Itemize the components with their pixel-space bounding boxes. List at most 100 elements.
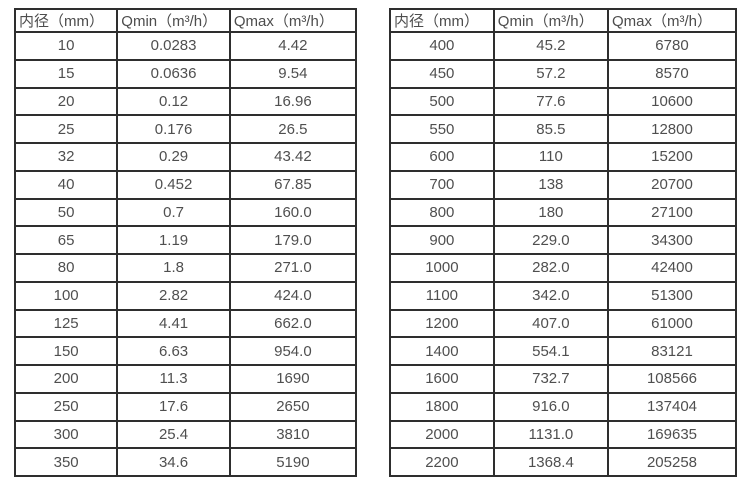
table-cell: 282.0	[492, 253, 609, 283]
table-cell: 125	[13, 308, 119, 339]
table-cell: 550	[389, 114, 495, 144]
table-cell: 424.0	[228, 280, 358, 311]
header-row: 内径（mm） Qmin（m³/h） Qmax（m³/h）	[13, 8, 358, 33]
table-cell: 916.0	[492, 391, 609, 422]
table-cell: 900	[389, 225, 495, 255]
table-cell: 50	[13, 197, 119, 228]
table-cell: 662.0	[228, 308, 358, 339]
column-header: Qmin（m³/h）	[116, 8, 231, 33]
table-row: 300 25.4 3810	[13, 419, 358, 450]
table-cell: 100	[13, 280, 119, 311]
table-cell: 67.85	[228, 169, 358, 200]
table-row: 1400 554.1 83121	[389, 336, 738, 366]
table-cell: 0.12	[116, 86, 231, 117]
table-cell: 51300	[606, 280, 738, 311]
table-row: 25 0.176 26.5	[13, 114, 358, 144]
table-cell: 342.0	[492, 280, 609, 311]
table-cell: 25	[13, 114, 119, 144]
table-cell: 205258	[606, 447, 738, 477]
table-cell: 350	[13, 447, 119, 477]
table-row: 150 6.63 954.0	[13, 336, 358, 366]
table-row: 80 1.8 271.0	[13, 253, 358, 283]
flow-rate-table-small-diameters: 内径（mm） Qmin（m³/h） Qmax（m³/h） 10 0.0283 4.42 15…	[13, 8, 358, 477]
table-cell: 250	[13, 391, 119, 422]
table-cell: 80	[13, 253, 119, 283]
table-cell: 2200	[389, 447, 495, 477]
table-cell: 1000	[389, 253, 495, 283]
table-cell: 34.6	[116, 447, 231, 477]
column-header: Qmax（m³/h）	[228, 8, 358, 33]
table-cell: 1690	[228, 364, 358, 394]
table-cell: 16.96	[228, 86, 358, 117]
table-cell: 1.19	[116, 225, 231, 255]
header-row: 内径（mm） Qmin（m³/h） Qmax（m³/h）	[389, 8, 738, 33]
table-cell: 160.0	[228, 197, 358, 228]
table-cell: 27100	[606, 197, 738, 228]
table-cell: 3810	[228, 419, 358, 450]
table-row: 32 0.29 43.42	[13, 142, 358, 172]
table-cell: 0.0636	[116, 58, 231, 89]
table-cell: 20700	[606, 169, 738, 200]
table-cell: 1400	[389, 336, 495, 366]
table-cell: 179.0	[228, 225, 358, 255]
table-cell: 400	[389, 31, 495, 61]
table-cell: 11.3	[116, 364, 231, 394]
table-cell: 85.5	[492, 114, 609, 144]
table-cell: 61000	[606, 308, 738, 339]
table-row: 500 77.6 10600	[389, 86, 738, 117]
column-header: 内径（mm）	[13, 8, 119, 33]
table-cell: 150	[13, 336, 119, 366]
table-cell: 25.4	[116, 419, 231, 450]
table-cell: 200	[13, 364, 119, 394]
table-cell: 554.1	[492, 336, 609, 366]
table-row: 125 4.41 662.0	[13, 308, 358, 339]
table-cell: 32	[13, 142, 119, 172]
table-cell: 450	[389, 58, 495, 89]
table-cell: 4.41	[116, 308, 231, 339]
table-cell: 42400	[606, 253, 738, 283]
table-cell: 12800	[606, 114, 738, 144]
table-cell: 407.0	[492, 308, 609, 339]
column-header: Qmax（m³/h）	[606, 8, 738, 33]
table-cell: 6780	[606, 31, 738, 61]
table-cell: 700	[389, 169, 495, 200]
table-cell: 8570	[606, 58, 738, 89]
table-cell: 9.54	[228, 58, 358, 89]
table-cell: 0.176	[116, 114, 231, 144]
table-cell: 10	[13, 31, 119, 61]
table-cell: 20	[13, 86, 119, 117]
table-cell: 732.7	[492, 364, 609, 394]
table-cell: 0.7	[116, 197, 231, 228]
table-cell: 800	[389, 197, 495, 228]
table-cell: 1800	[389, 391, 495, 422]
table-cell: 1600	[389, 364, 495, 394]
table-cell: 0.29	[116, 142, 231, 172]
table-row: 40 0.452 67.85	[13, 169, 358, 200]
flow-rate-table-large-diameters: 内径（mm） Qmin（m³/h） Qmax（m³/h） 400 45.2 6780 450…	[389, 8, 738, 477]
table-row: 800 180 27100	[389, 197, 738, 228]
table-row: 450 57.2 8570	[389, 58, 738, 89]
table-cell: 15	[13, 58, 119, 89]
table-row: 600 110 15200	[389, 142, 738, 172]
table-row: 50 0.7 160.0	[13, 197, 358, 228]
table-row: 20 0.12 16.96	[13, 86, 358, 117]
table-row: 15 0.0636 9.54	[13, 58, 358, 89]
table-cell: 1.8	[116, 253, 231, 283]
column-header: Qmin（m³/h）	[492, 8, 609, 33]
table-cell: 4.42	[228, 31, 358, 61]
table-cell: 26.5	[228, 114, 358, 144]
table-cell: 0.452	[116, 169, 231, 200]
table-cell: 300	[13, 419, 119, 450]
table-row: 1000 282.0 42400	[389, 253, 738, 283]
table-cell: 1200	[389, 308, 495, 339]
table-cell: 500	[389, 86, 495, 117]
table-cell: 83121	[606, 336, 738, 366]
table-row: 65 1.19 179.0	[13, 225, 358, 255]
table-cell: 15200	[606, 142, 738, 172]
table-row: 10 0.0283 4.42	[13, 31, 358, 61]
table-cell: 65	[13, 225, 119, 255]
table-cell: 2.82	[116, 280, 231, 311]
table-cell: 1100	[389, 280, 495, 311]
table-cell: 271.0	[228, 253, 358, 283]
